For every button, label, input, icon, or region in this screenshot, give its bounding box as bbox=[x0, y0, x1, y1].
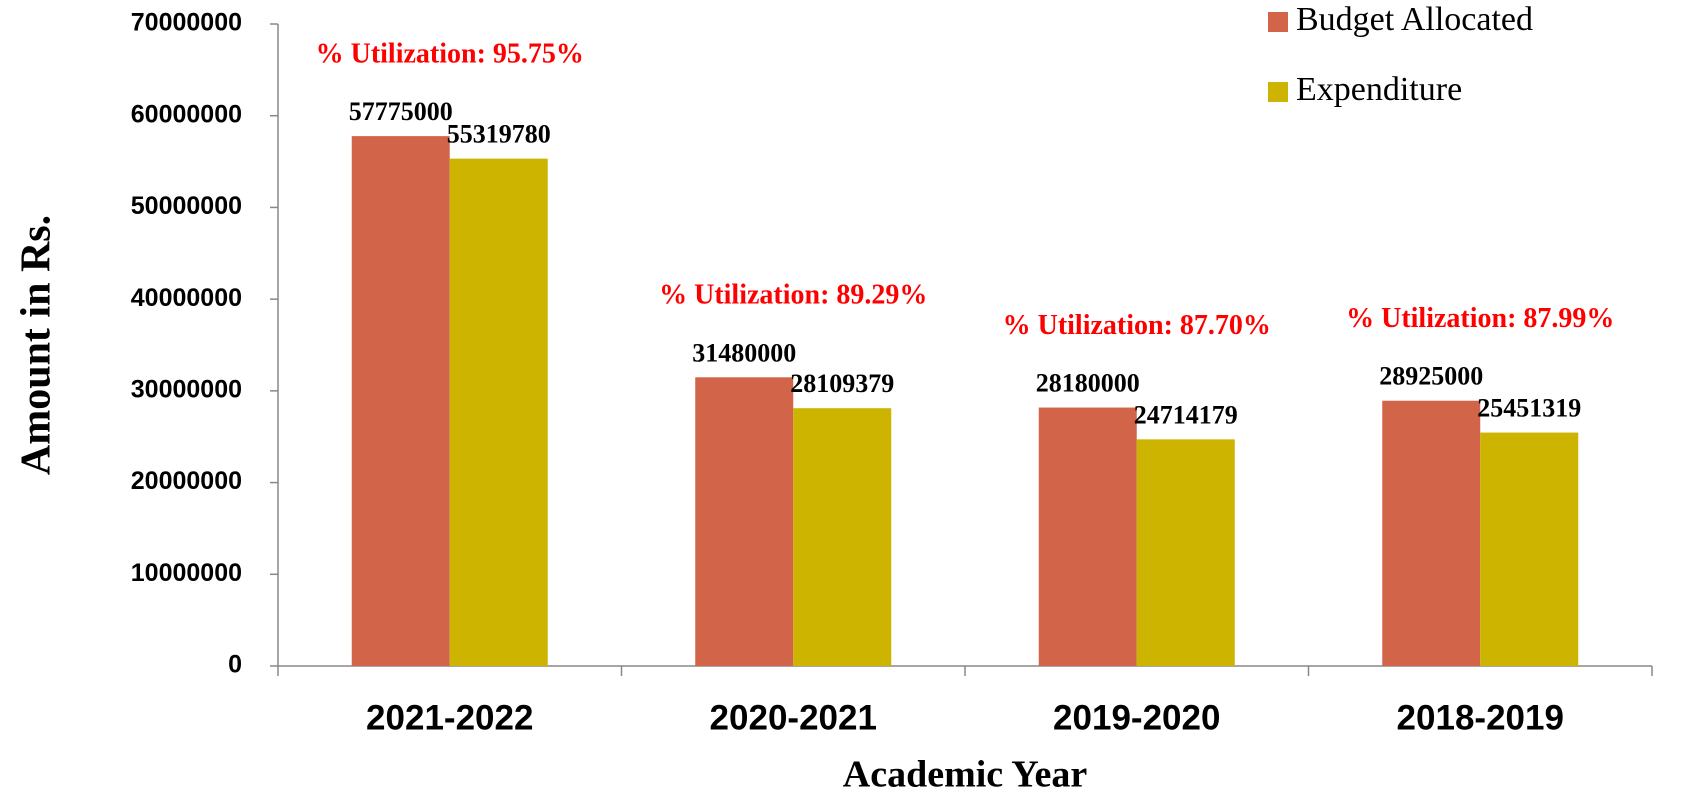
bar bbox=[1038, 407, 1137, 666]
legend-swatch bbox=[1268, 82, 1288, 102]
y-tick-label: 40000000 bbox=[131, 284, 242, 312]
value-label: 28180000 bbox=[1036, 369, 1140, 398]
y-tick-label: 0 bbox=[228, 651, 242, 679]
bar bbox=[351, 136, 450, 666]
value-label: 28109379 bbox=[790, 369, 894, 398]
value-label: 28925000 bbox=[1379, 362, 1483, 391]
bar bbox=[449, 158, 548, 666]
value-label: 57775000 bbox=[349, 97, 453, 126]
annotation: % Utilization: 89.29% bbox=[659, 280, 927, 311]
x-axis-title: Academic Year bbox=[843, 754, 1088, 796]
x-tick-label: 2021-2022 bbox=[366, 698, 533, 737]
bar bbox=[695, 377, 794, 666]
y-tick-label: 70000000 bbox=[131, 9, 242, 37]
x-tick-label: 2019-2020 bbox=[1053, 698, 1220, 737]
legend-label: Budget Allocated bbox=[1296, 1, 1533, 38]
annotation: % Utilization: 95.75% bbox=[316, 39, 584, 70]
y-tick-label: 20000000 bbox=[131, 467, 242, 495]
bar bbox=[1382, 400, 1481, 666]
annotation: % Utilization: 87.99% bbox=[1346, 303, 1614, 334]
value-label: 31480000 bbox=[692, 338, 796, 367]
legend-swatch bbox=[1268, 12, 1288, 32]
annotation: % Utilization: 87.70% bbox=[1003, 310, 1271, 341]
value-label: 55319780 bbox=[447, 120, 551, 149]
bar bbox=[1136, 439, 1235, 666]
y-tick-label: 30000000 bbox=[131, 375, 242, 403]
value-label: 25451319 bbox=[1477, 394, 1581, 423]
y-tick-label: 60000000 bbox=[131, 100, 242, 128]
bar bbox=[793, 408, 892, 666]
legend-label: Expenditure bbox=[1296, 71, 1462, 108]
y-tick-label: 10000000 bbox=[131, 559, 242, 587]
x-tick-label: 2018-2019 bbox=[1397, 698, 1564, 737]
y-tick-label: 50000000 bbox=[131, 192, 242, 220]
x-tick-label: 2020-2021 bbox=[710, 698, 877, 737]
value-label: 24714179 bbox=[1134, 400, 1238, 429]
bar bbox=[1480, 432, 1579, 666]
y-axis-title: Amount in Rs. bbox=[14, 215, 60, 475]
